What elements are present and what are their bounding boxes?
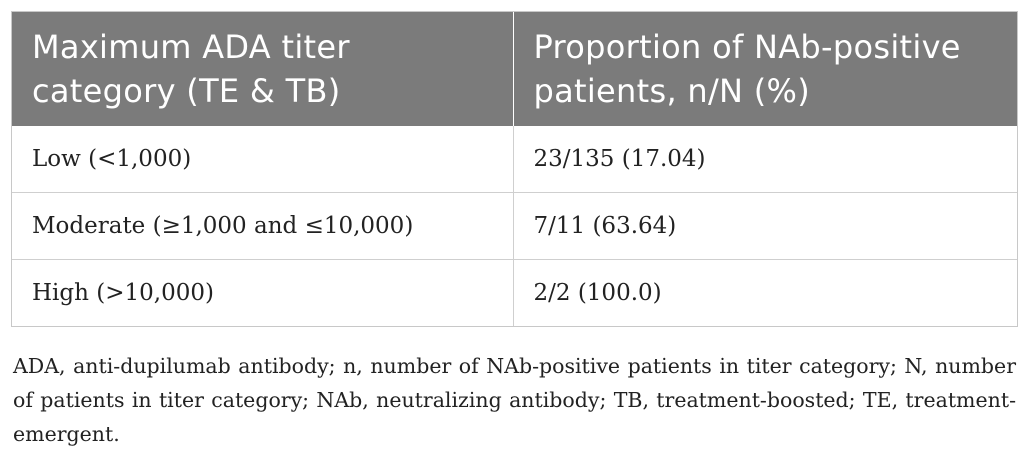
table-row: Low (<1,000) 23/135 (17.04) (12, 126, 1017, 193)
cell-titer-category: High (>10,000) (12, 259, 514, 326)
data-table-container: Maximum ADA titer category (TE & TB) Pro… (11, 11, 1018, 327)
cell-titer-category: Low (<1,000) (12, 126, 514, 193)
table-row: High (>10,000) 2/2 (100.0) (12, 259, 1017, 326)
table-row: Moderate (≥1,000 and ≤10,000) 7/11 (63.6… (12, 192, 1017, 260)
table-header-row: Maximum ADA titer category (TE & TB) Pro… (12, 12, 1017, 126)
header-nab-proportion: Proportion of NAb-positive patients, n/N… (533, 28, 961, 110)
cell-nab-proportion: 2/2 (100.0) (513, 259, 1017, 326)
table-footnote: ADA, anti-dupilumab antibody; n, number … (13, 354, 1016, 446)
cell-nab-proportion: 7/11 (63.64) (513, 192, 1017, 260)
cell-nab-proportion: 23/135 (17.04) (533, 146, 706, 172)
titer-table: Maximum ADA titer category (TE & TB) Pro… (12, 12, 1017, 326)
cell-titer-category: Moderate (≥1,000 and ≤10,000) (12, 192, 514, 260)
header-titer-category: Maximum ADA titer category (TE & TB) (12, 12, 514, 126)
